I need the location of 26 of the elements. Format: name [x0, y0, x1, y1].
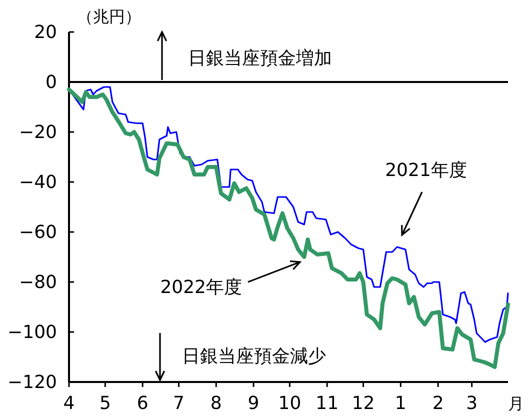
annotation: 2021年度 — [385, 160, 467, 181]
x-tick-label: 12 — [352, 393, 375, 414]
x-tick-label: 9 — [248, 393, 260, 414]
y-tick-label: 0 — [46, 72, 57, 93]
y-tick-label: −60 — [19, 222, 57, 243]
x-tick-label: 5 — [99, 393, 111, 414]
y-axis-title: （兆円） — [77, 7, 141, 26]
annotation: 2022年度 — [160, 277, 242, 298]
x-tick-label: 3 — [466, 393, 478, 414]
annotation: 日銀当座預金増加 — [188, 48, 332, 69]
y-tick-label: −80 — [19, 272, 57, 293]
y-tick-label: 20 — [34, 22, 57, 43]
x-tick-label: 6 — [136, 393, 148, 414]
annotation: 日銀当座預金減少 — [182, 346, 326, 367]
x-tick-label: 7 — [173, 393, 184, 414]
x-tick-label: 11 — [316, 393, 339, 414]
x-tick-label: 2 — [432, 393, 444, 414]
y-tick-label: −20 — [19, 122, 57, 143]
y-tick-label: −100 — [8, 322, 57, 343]
x-tick-label: 10 — [278, 393, 302, 414]
y-tick-label: −120 — [8, 372, 57, 393]
x-tick-label: 4 — [63, 393, 75, 414]
x-tick-label: 8 — [210, 393, 222, 414]
y-tick-label: −40 — [19, 172, 57, 193]
x-tick-label: 1 — [394, 393, 406, 414]
x-axis-title: 月 — [508, 394, 524, 413]
